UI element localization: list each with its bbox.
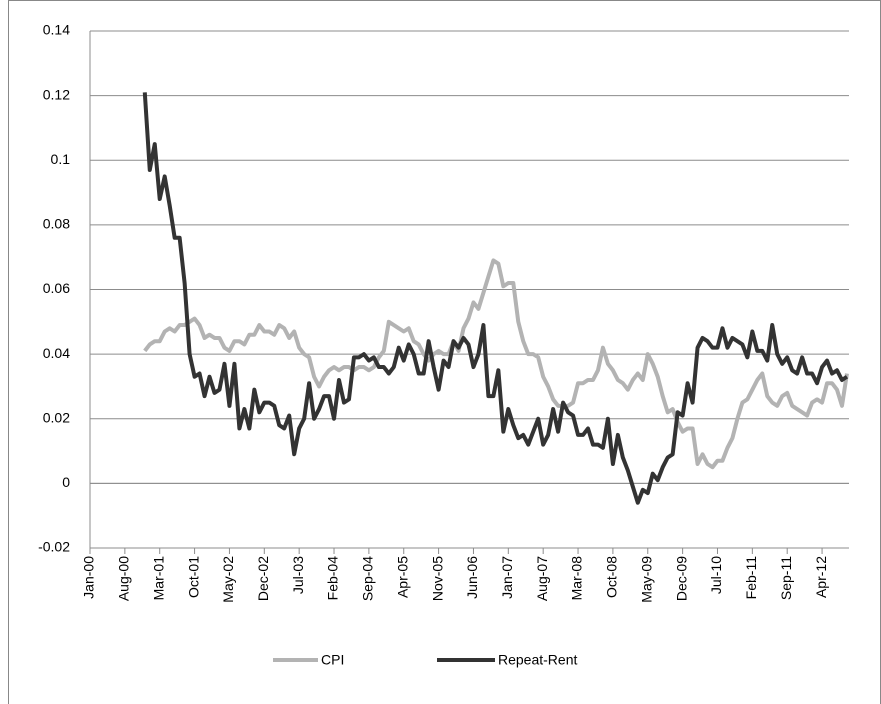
y-tick-label: -0.02 (38, 539, 70, 555)
x-tick-label: Oct-01 (185, 556, 201, 598)
x-tick-label: Oct-08 (604, 556, 620, 598)
x-tick-label: Feb-11 (743, 556, 759, 600)
x-tick-label: May-09 (638, 556, 654, 603)
x-tick-label: Jul-10 (708, 556, 724, 594)
x-tick-label: Aug-00 (116, 556, 132, 601)
y-tick-label: 0.06 (43, 280, 70, 296)
x-tick-label: Jun-06 (464, 556, 480, 599)
data-line (142, 92, 849, 505)
y-tick-label: 0 (62, 474, 70, 490)
x-tick-label: Mar-08 (569, 556, 585, 601)
x-tick-label: Aug-07 (534, 556, 550, 601)
y-tick-label: 0.14 (43, 22, 70, 38)
x-tick-label: Feb-04 (325, 556, 341, 601)
legend-label: CPI (321, 652, 344, 668)
y-tick-label: 0.02 (43, 409, 70, 425)
x-tick-label: Sep-11 (778, 556, 794, 600)
data-line (143, 258, 849, 470)
x-tick-label: Mar-01 (150, 556, 166, 601)
y-tick-label: 0.1 (51, 151, 71, 167)
x-tick-label: Jul-03 (290, 556, 306, 594)
x-tick-label: Jan-00 (81, 556, 97, 599)
x-tick-label: Dec-09 (673, 556, 689, 601)
legend-label: Repeat-Rent (498, 652, 577, 668)
x-tick-label: May-02 (220, 556, 236, 603)
x-tick-label: Apr-05 (394, 556, 410, 598)
x-tick-label: Apr-12 (813, 556, 829, 598)
x-tick-label: Sep-04 (360, 556, 376, 601)
x-tick-label: Jan-07 (499, 556, 515, 599)
y-tick-label: 0.04 (43, 345, 70, 361)
x-tick-label: Dec-02 (255, 556, 271, 601)
y-tick-label: 0.08 (43, 216, 70, 232)
y-tick-label: 0.12 (43, 86, 70, 102)
x-tick-label: Nov-05 (429, 556, 445, 601)
